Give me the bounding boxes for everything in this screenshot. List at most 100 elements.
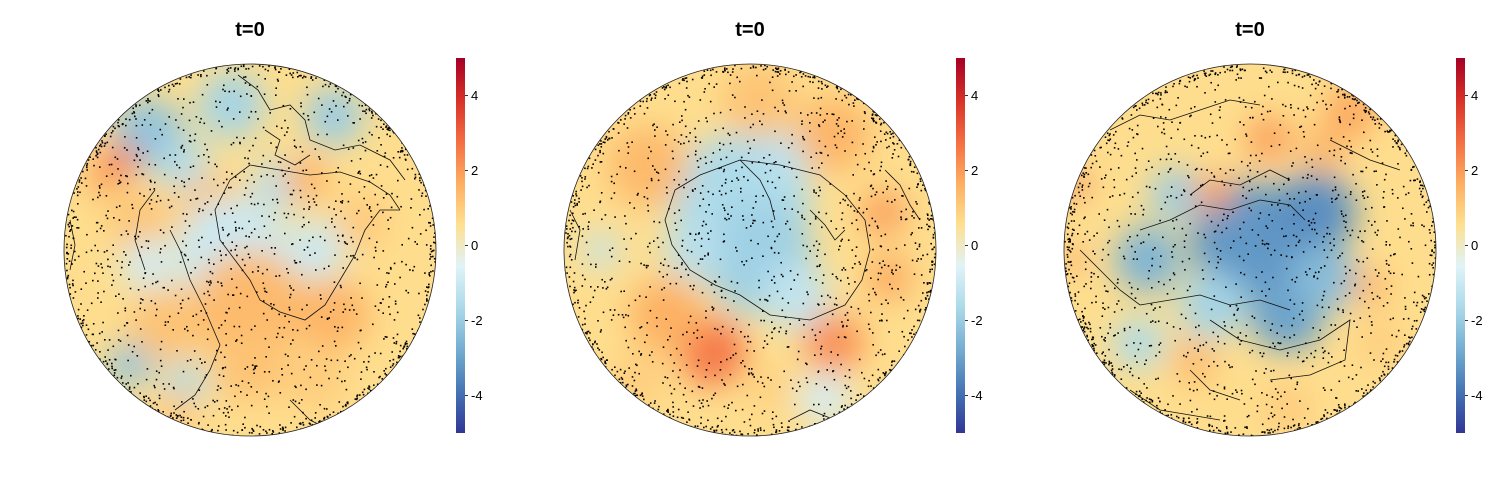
observation-point [1241, 392, 1243, 395]
observation-point [1261, 423, 1264, 426]
observation-point [848, 369, 851, 371]
observation-point [835, 297, 837, 300]
observation-point [723, 207, 725, 209]
observation-point [1111, 368, 1114, 370]
observation-point [1299, 400, 1301, 402]
observation-point [1422, 187, 1424, 190]
observation-point [1083, 328, 1085, 330]
observation-point [589, 301, 592, 303]
observation-point [815, 339, 817, 341]
observation-point [290, 287, 292, 289]
observation-point [886, 146, 888, 149]
observation-point [399, 276, 401, 279]
observation-point [1404, 334, 1406, 336]
observation-point [215, 100, 217, 103]
observation-point [126, 334, 129, 337]
observation-point [658, 405, 660, 408]
observation-point [785, 332, 787, 335]
observation-point [1106, 132, 1109, 135]
observation-point [812, 76, 814, 79]
observation-point [903, 317, 905, 320]
observation-point [256, 391, 258, 393]
observation-point [1379, 118, 1382, 120]
observation-point [634, 371, 636, 374]
observation-point [588, 184, 590, 187]
observation-point [319, 404, 321, 406]
observation-point [149, 100, 151, 102]
observation-point [1234, 427, 1237, 429]
observation-point [83, 270, 85, 273]
observation-point [751, 214, 753, 216]
observation-point [193, 350, 196, 352]
observation-point [109, 135, 112, 138]
observation-point [924, 189, 927, 192]
observation-point [1277, 391, 1279, 394]
observation-point [822, 415, 825, 417]
observation-point [918, 245, 921, 248]
observation-point [1214, 73, 1217, 75]
observation-point [281, 336, 284, 338]
observation-point [588, 157, 591, 160]
observation-point [578, 307, 581, 309]
observation-point [1357, 236, 1360, 239]
observation-point [770, 379, 772, 381]
observation-point [618, 260, 621, 262]
observation-point [1278, 144, 1281, 146]
observation-point [1344, 196, 1347, 199]
observation-point [1367, 307, 1370, 309]
field-anomaly [664, 220, 724, 280]
observation-point [207, 161, 210, 164]
observation-point [736, 250, 738, 252]
observation-point [1081, 174, 1083, 177]
observation-point [1212, 278, 1215, 281]
observation-point [660, 262, 662, 265]
observation-point [745, 227, 748, 229]
observation-point [761, 99, 763, 101]
observation-point [187, 258, 189, 261]
observation-point [1355, 104, 1357, 107]
observation-point [841, 269, 843, 271]
observation-point [233, 78, 235, 81]
observation-point [1121, 117, 1123, 119]
observation-point [250, 110, 253, 113]
observation-point [1358, 101, 1360, 104]
observation-point [194, 267, 197, 269]
observation-point [1187, 175, 1189, 177]
observation-point [846, 406, 849, 409]
observation-point [1384, 130, 1386, 133]
observation-point [1217, 84, 1219, 87]
observation-point [742, 360, 744, 362]
observation-point [127, 344, 130, 346]
observation-point [410, 198, 413, 200]
observation-point [300, 196, 302, 199]
observation-point [1151, 166, 1153, 169]
observation-point [904, 244, 906, 246]
observation-point [789, 228, 791, 231]
observation-point [424, 290, 427, 292]
observation-point [94, 244, 96, 247]
observation-point [742, 219, 745, 221]
observation-point [303, 368, 305, 371]
observation-point [882, 260, 884, 262]
observation-point [608, 137, 610, 140]
observation-point [1253, 317, 1256, 319]
observation-point [1257, 186, 1259, 189]
observation-point [844, 94, 846, 97]
observation-point [760, 65, 762, 67]
observation-point [337, 326, 339, 329]
observation-point [200, 256, 203, 259]
observation-point [788, 161, 791, 164]
observation-point [1131, 175, 1134, 178]
observation-point [1077, 319, 1079, 321]
observation-point [650, 150, 652, 153]
observation-point [253, 181, 255, 183]
observation-point [1217, 224, 1219, 227]
observation-point [131, 207, 134, 210]
observation-point [1229, 66, 1232, 69]
observation-point [339, 284, 342, 287]
observation-point [620, 290, 622, 293]
observation-point [257, 74, 260, 76]
observation-point [731, 180, 733, 182]
observation-point [274, 67, 276, 69]
observation-point [1260, 113, 1263, 115]
